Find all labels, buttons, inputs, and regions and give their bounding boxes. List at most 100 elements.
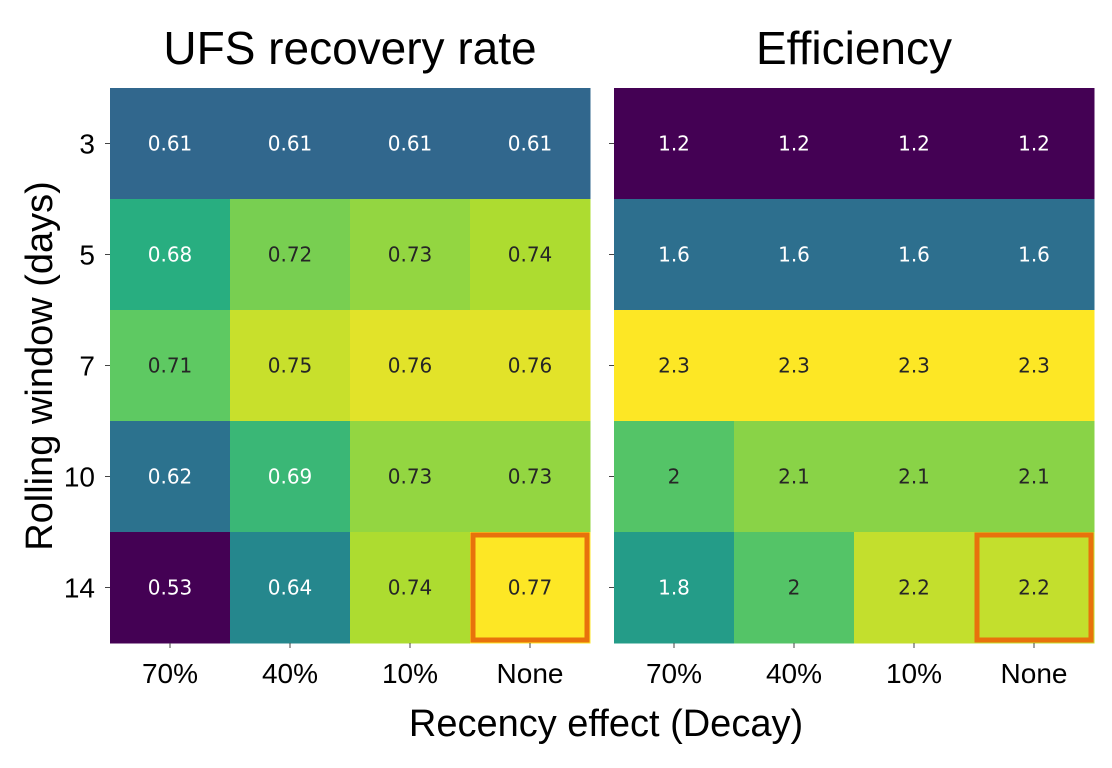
heatmap-cell	[230, 199, 351, 311]
recovery-rate-panel: UFS recovery rate 0.61 0.61 0.61 0.61 0.68 0.7…	[105, 22, 591, 689]
cell-value-label: 1.6	[658, 243, 690, 267]
heatmap-cell	[470, 199, 591, 311]
cell-value-label: 0.76	[388, 354, 433, 378]
cell-value-label: 0.61	[148, 132, 193, 156]
cell-value-label: 0.61	[388, 132, 433, 156]
heatmap-cell	[230, 310, 351, 422]
cell-value-label: 0.61	[508, 132, 553, 156]
heatmap-cell	[854, 310, 975, 422]
x-tick-label: 10%	[382, 658, 438, 689]
heatmap-cell	[974, 532, 1095, 644]
cell-value-label: 2.3	[778, 354, 810, 378]
heatmap-cell	[470, 532, 591, 644]
cell-value-label: 0.77	[508, 576, 553, 600]
cell-value-label: 1.2	[778, 132, 810, 156]
cell-value-label: 1.6	[778, 243, 810, 267]
y-tick-label: 14	[64, 573, 95, 604]
cell-value-label: 1.2	[898, 132, 930, 156]
heatmap-cell	[350, 421, 471, 533]
heatmap-cell	[350, 88, 471, 200]
cell-value-label: 2.2	[898, 576, 930, 600]
heatmap-cell	[110, 310, 231, 422]
heatmap-cell	[974, 88, 1095, 200]
efficiency-panel: Efficiency 1.2 1.2 1.2 1.2 1.6 1.6 1.6 1.6 2.3 2.3…	[609, 22, 1095, 689]
cell-value-label: 1.6	[1018, 243, 1050, 267]
cell-value-label: 0.69	[268, 465, 313, 489]
cell-value-label: 2.1	[898, 465, 930, 489]
cell-value-label: 2	[668, 465, 681, 489]
cell-value-label: 0.73	[388, 243, 433, 267]
y-axis: 3 5 7 10 14	[64, 129, 95, 604]
heatmap-cell	[974, 199, 1095, 311]
cell-value-label: 1.8	[658, 576, 690, 600]
heatmap-cell	[854, 532, 975, 644]
heatmap-cell	[614, 199, 735, 311]
heatmap-cell	[854, 199, 975, 311]
cell-value-label: 2.1	[778, 465, 810, 489]
y-tick-label: 3	[79, 129, 95, 160]
heatmap-cell	[110, 421, 231, 533]
cell-value-label: 1.2	[658, 132, 690, 156]
heatmap-cell	[230, 532, 351, 644]
heatmap-cell	[974, 310, 1095, 422]
cell-value-label: 0.64	[268, 576, 313, 600]
heatmap-cell	[614, 310, 735, 422]
highlight-box	[470, 532, 590, 643]
heatmap-cell	[734, 421, 855, 533]
heatmap-cell	[110, 199, 231, 311]
cell-value-label: 0.72	[268, 243, 313, 267]
x-tick-label: 40%	[766, 658, 822, 689]
heatmap-cell	[614, 421, 735, 533]
heatmap-cell	[614, 532, 735, 644]
cell-value-label: 0.53	[148, 576, 193, 600]
heatmap-cell	[470, 310, 591, 422]
heatmap-cell	[230, 88, 351, 200]
cell-value-label: 2.3	[658, 354, 690, 378]
heatmap-cell	[734, 199, 855, 311]
x-axis-title: Recency effect (Decay)	[409, 703, 803, 745]
cell-value-label: 0.75	[268, 354, 313, 378]
x-tick-label: None	[1001, 658, 1068, 689]
cell-value-label: 0.71	[148, 354, 193, 378]
cell-value-label: 2.3	[1018, 354, 1050, 378]
panel-title: Efficiency	[756, 22, 952, 74]
heatmap-cell	[734, 310, 855, 422]
cell-value-label: 2.3	[898, 354, 930, 378]
cell-value-label: 1.2	[1018, 132, 1050, 156]
cell-value-label: 0.68	[148, 243, 193, 267]
x-tick-label: 10%	[886, 658, 942, 689]
heatmap-cell	[974, 421, 1095, 533]
cell-value-label: 0.62	[148, 465, 193, 489]
heatmap-cell	[110, 532, 231, 644]
heatmap-cell	[614, 88, 735, 200]
heatmap-cell	[350, 199, 471, 311]
x-tick-label: None	[497, 658, 564, 689]
x-tick-label: 40%	[262, 658, 318, 689]
heatmap-cell	[854, 421, 975, 533]
cell-value-label: 2.2	[1018, 576, 1050, 600]
heatmap-cell	[734, 88, 855, 200]
heatmap-cell	[854, 88, 975, 200]
cell-value-label: 0.76	[508, 354, 553, 378]
heatmap-cell	[350, 310, 471, 422]
cell-value-label: 1.6	[898, 243, 930, 267]
cell-value-label: 2	[788, 576, 801, 600]
heatmap-cell	[230, 421, 351, 533]
x-tick-label: 70%	[142, 658, 198, 689]
heatmap-cell	[350, 532, 471, 644]
y-tick-label: 7	[79, 351, 95, 382]
heatmap-cell	[470, 421, 591, 533]
cell-value-label: 0.74	[508, 243, 553, 267]
cell-value-label: 0.73	[388, 465, 433, 489]
heatmap-cell	[470, 88, 591, 200]
cell-value-label: 0.73	[508, 465, 553, 489]
cell-value-label: 0.74	[388, 576, 433, 600]
highlight-box	[974, 532, 1094, 643]
heatmap-cell	[734, 532, 855, 644]
cell-value-label: 2.1	[1018, 465, 1050, 489]
y-axis-title: Rolling window (days)	[19, 181, 61, 551]
y-tick-label: 10	[64, 462, 95, 493]
heatmap-cell	[110, 88, 231, 200]
cell-value-label: 0.61	[268, 132, 313, 156]
